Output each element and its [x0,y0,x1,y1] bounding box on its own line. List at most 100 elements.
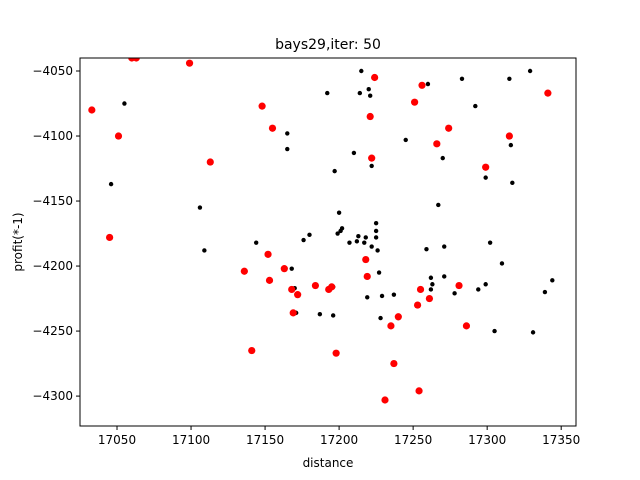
red-point-41 [505,132,513,140]
black-point-45 [424,246,429,252]
black-point-44 [403,137,408,143]
red-point-27 [387,322,395,330]
red-point-30 [411,98,419,106]
black-point-28 [363,235,368,240]
black-point-68 [527,68,533,74]
black-point-62 [487,240,493,245]
black-point-21 [347,240,352,245]
red-point-5 [185,59,194,67]
red-point-13 [280,265,288,273]
red-point-22 [363,272,371,281]
black-point-24 [356,233,361,239]
red-point-33 [416,285,425,294]
x-tick-label-4: 17250 [394,433,432,447]
red-point-26 [381,396,389,404]
red-point-6 [206,158,214,166]
red-point-35 [425,294,434,303]
red-point-4 [132,58,140,62]
black-point-39 [378,315,383,321]
red-point-23 [366,112,374,121]
black-point-27 [362,240,367,245]
black-point-47 [428,275,434,280]
red-point-12 [268,124,277,132]
x-axis-label: distance [303,456,354,470]
axes-frame [79,57,577,427]
red-point-0 [88,106,96,114]
black-point-52 [440,155,445,161]
black-point-42 [391,292,397,297]
black-point-60 [483,175,488,180]
black-point-16 [332,168,337,174]
black-point-56 [459,76,465,82]
y-axis-label: profit(*-1) [11,212,25,271]
x-tick-label-0: 17050 [98,433,136,447]
black-point-49 [430,282,435,287]
x-tick-label-1: 17100 [172,433,210,447]
black-point-7 [289,266,294,271]
black-point-36 [373,235,379,240]
red-point-29 [394,313,402,321]
axis-ticks: 17050 17100 17150 17200 17250 17300 17350 −4050… [32,64,580,447]
x-tick-label-5: 17300 [468,433,506,447]
red-point-14 [288,285,296,294]
black-point-64 [499,261,505,266]
black-point-25 [357,90,363,96]
black-point-61 [483,282,488,287]
black-point-31 [368,93,373,98]
black-point-71 [550,278,555,283]
black-point-55 [452,291,457,296]
red-point-9 [258,102,266,110]
y-tick-label-5: −4300 [32,389,73,403]
red-point-40 [482,163,490,171]
black-point-2 [197,205,203,210]
red-point-37 [445,124,453,132]
black-point-26 [359,68,364,74]
black-point-67 [510,180,515,186]
red-point-36 [433,140,441,148]
black-point-66 [508,142,514,148]
black-point-5 [285,131,290,136]
y-tick-label-1: −4100 [32,129,73,143]
black-point-40 [379,293,385,299]
black-point-58 [476,287,481,292]
black-point-63 [492,328,497,334]
red-point-17 [311,281,320,290]
black-point-53 [442,244,447,249]
x-tick-label-6: 17350 [542,433,580,447]
black-point-32 [369,163,374,169]
red-point-8 [248,346,256,355]
black-point-17 [335,231,340,236]
red-point-15 [289,309,297,317]
red-point-39 [462,322,471,330]
red-point-2 [114,132,123,140]
black-point-54 [442,274,447,279]
black-point-70 [542,289,548,295]
black-point-23 [354,239,360,244]
y-tick-label-2: −4150 [32,194,73,208]
black-point-1 [122,101,127,106]
black-point-46 [425,81,431,87]
black-point-34 [373,220,379,226]
black-point-30 [366,87,371,92]
black-point-12 [317,311,323,317]
red-point-20 [332,349,340,357]
red-point-24 [368,154,376,162]
y-tick-label-0: −4050 [32,64,73,78]
black-point-0 [108,181,114,187]
red-point-25 [371,73,379,82]
red-point-28 [390,359,398,368]
black-point-48 [428,287,434,292]
black-point-29 [365,295,370,300]
black-point-11 [307,232,312,238]
red-point-11 [265,276,274,284]
black-point-10 [301,237,306,243]
red-point-21 [362,255,370,264]
chart-title: bays29,iter: 50 [275,37,381,53]
y-tick-label-4: −4250 [32,324,73,338]
red-point-19 [328,283,336,291]
black-point-18 [336,210,342,215]
x-tick-label-2: 17150 [246,433,284,447]
y-tick-label-3: −4200 [32,259,73,273]
black-point-4 [253,240,259,245]
